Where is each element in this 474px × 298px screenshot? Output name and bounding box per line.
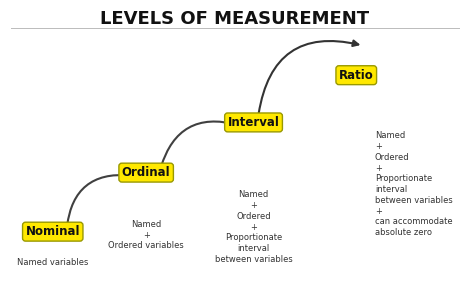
Text: Interval: Interval <box>228 116 280 129</box>
Text: Named
+
Ordered
+
Proportionate
interval
between variables: Named + Ordered + Proportionate interval… <box>215 190 292 264</box>
Text: Named
+
Ordered variables: Named + Ordered variables <box>108 220 184 250</box>
Text: Ordinal: Ordinal <box>122 166 171 179</box>
Text: Named
+
Ordered
+
Proportionate
interval
between variables
+
can accommodate
abs: Named + Ordered + Proportionate interval… <box>375 131 453 237</box>
Text: Nominal: Nominal <box>26 225 80 238</box>
Text: LEVELS OF MEASUREMENT: LEVELS OF MEASUREMENT <box>100 10 369 28</box>
Text: Named variables: Named variables <box>17 258 89 267</box>
Text: Ratio: Ratio <box>339 69 374 82</box>
